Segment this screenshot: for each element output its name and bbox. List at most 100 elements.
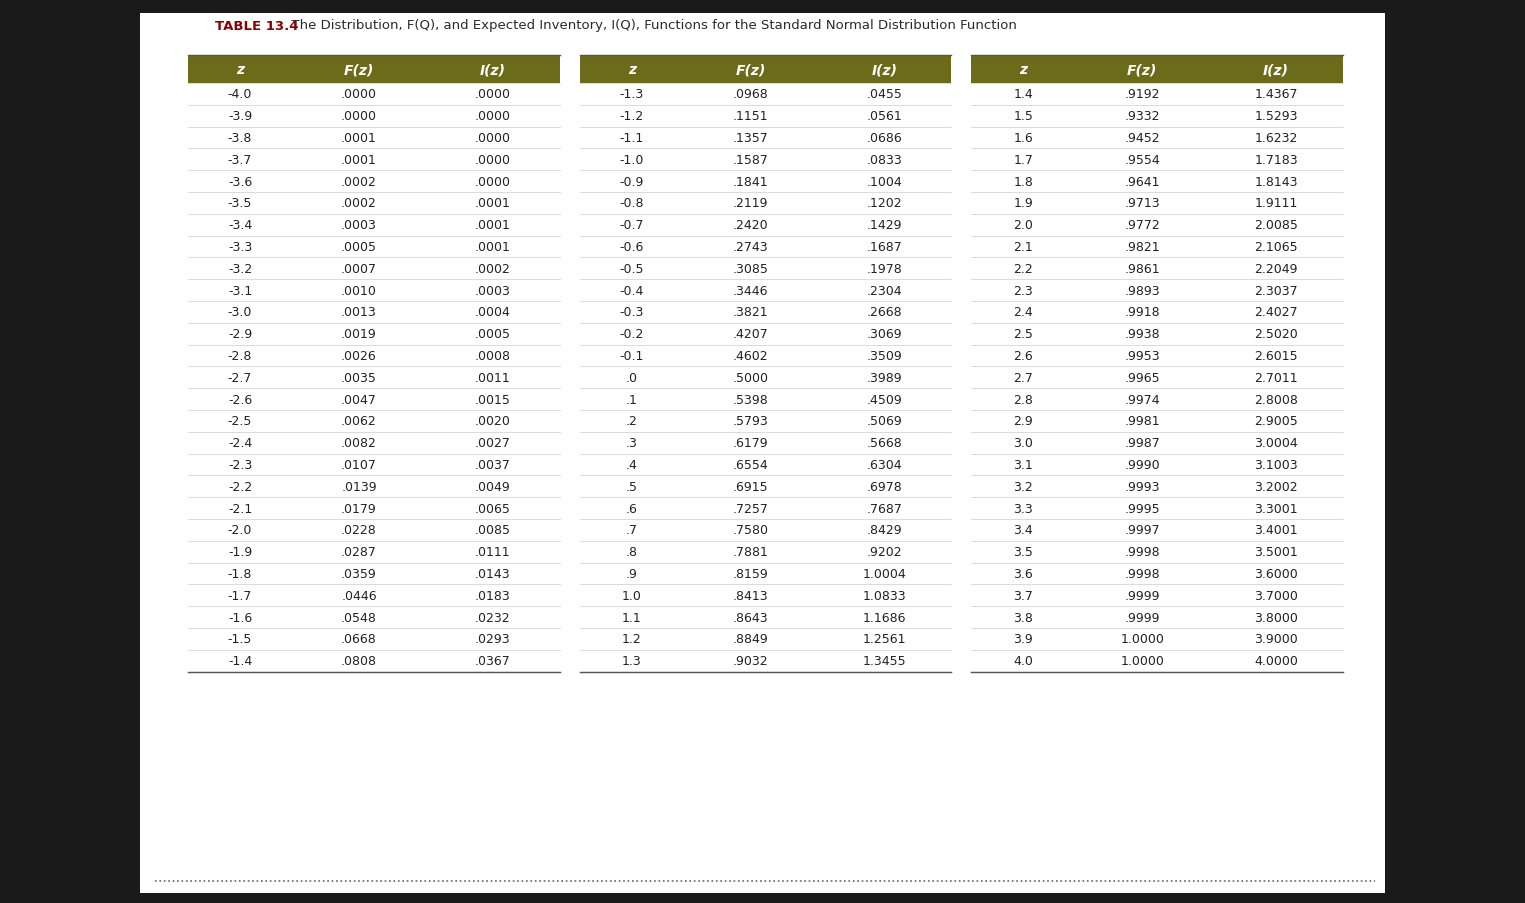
Text: .0007: .0007 <box>342 263 377 275</box>
Text: .0359: .0359 <box>342 567 377 581</box>
Text: -1.3: -1.3 <box>619 88 644 101</box>
Text: 3.0004: 3.0004 <box>1254 437 1298 450</box>
Text: .9999: .9999 <box>1124 589 1161 602</box>
Text: .5069: .5069 <box>866 415 903 428</box>
Text: 1.8: 1.8 <box>1014 175 1034 189</box>
Text: .0085: .0085 <box>474 524 511 536</box>
Text: 3.7000: 3.7000 <box>1254 589 1298 602</box>
Text: -2.5: -2.5 <box>227 415 252 428</box>
Text: .3: .3 <box>625 437 637 450</box>
Text: .4602: .4602 <box>734 349 769 363</box>
Text: .8849: .8849 <box>732 633 769 646</box>
Text: .7: .7 <box>625 524 637 536</box>
Text: 3.9000: 3.9000 <box>1254 633 1298 646</box>
Text: 1.1: 1.1 <box>622 611 642 624</box>
Text: .0367: .0367 <box>474 655 511 667</box>
Text: .6: .6 <box>625 502 637 515</box>
Text: .7257: .7257 <box>732 502 769 515</box>
Text: .9861: .9861 <box>1124 263 1161 275</box>
Text: .2: .2 <box>625 415 637 428</box>
Text: 1.5: 1.5 <box>1014 110 1034 123</box>
Text: 2.7: 2.7 <box>1014 371 1034 385</box>
Text: 2.2: 2.2 <box>1014 263 1034 275</box>
Text: .5398: .5398 <box>732 393 769 406</box>
Text: .0833: .0833 <box>866 154 903 167</box>
Text: -2.8: -2.8 <box>227 349 252 363</box>
Text: .0019: .0019 <box>342 328 377 340</box>
Text: .0139: .0139 <box>342 480 377 493</box>
Text: .0082: .0082 <box>342 437 377 450</box>
Text: .9893: .9893 <box>1124 284 1161 297</box>
Text: .9953: .9953 <box>1124 349 1161 363</box>
Text: 3.2002: 3.2002 <box>1254 480 1298 493</box>
Text: -0.6: -0.6 <box>619 241 644 254</box>
Text: -1.9: -1.9 <box>227 545 252 559</box>
Text: -3.6: -3.6 <box>227 175 252 189</box>
Text: -3.4: -3.4 <box>227 219 252 232</box>
Text: 1.0000: 1.0000 <box>1121 633 1164 646</box>
Text: .0020: .0020 <box>474 415 511 428</box>
Text: -3.3: -3.3 <box>227 241 252 254</box>
Text: -2.4: -2.4 <box>227 437 252 450</box>
Text: 3.5: 3.5 <box>1014 545 1034 559</box>
Text: -0.3: -0.3 <box>619 306 644 319</box>
Text: .1004: .1004 <box>866 175 903 189</box>
Text: 3.9: 3.9 <box>1014 633 1034 646</box>
Text: 4.0: 4.0 <box>1014 655 1034 667</box>
Text: 2.1065: 2.1065 <box>1254 241 1298 254</box>
Text: -3.9: -3.9 <box>227 110 252 123</box>
Text: -1.5: -1.5 <box>227 633 252 646</box>
Text: .9641: .9641 <box>1124 175 1161 189</box>
Text: -3.2: -3.2 <box>227 263 252 275</box>
Text: 2.7011: 2.7011 <box>1254 371 1298 385</box>
Text: .8159: .8159 <box>732 567 769 581</box>
Text: .9999: .9999 <box>1124 611 1161 624</box>
Text: .0005: .0005 <box>474 328 511 340</box>
Text: 2.8: 2.8 <box>1014 393 1034 406</box>
FancyBboxPatch shape <box>971 56 1344 84</box>
FancyBboxPatch shape <box>188 56 560 84</box>
Text: 3.8: 3.8 <box>1014 611 1034 624</box>
Text: .9998: .9998 <box>1124 545 1161 559</box>
Text: .0561: .0561 <box>866 110 903 123</box>
Text: F(z): F(z) <box>1127 63 1157 77</box>
Text: 1.4: 1.4 <box>1014 88 1034 101</box>
Text: .9938: .9938 <box>1124 328 1161 340</box>
Text: .1687: .1687 <box>866 241 903 254</box>
Text: .0143: .0143 <box>474 567 511 581</box>
Text: .4207: .4207 <box>732 328 769 340</box>
Text: 2.8008: 2.8008 <box>1254 393 1298 406</box>
Text: 2.2049: 2.2049 <box>1255 263 1298 275</box>
FancyBboxPatch shape <box>140 14 1385 893</box>
Text: F(z): F(z) <box>735 63 766 77</box>
Text: .0037: .0037 <box>474 459 511 471</box>
Text: 1.0000: 1.0000 <box>1121 655 1164 667</box>
Text: -1.6: -1.6 <box>227 611 252 624</box>
Text: 1.3: 1.3 <box>622 655 642 667</box>
Text: 2.9: 2.9 <box>1014 415 1034 428</box>
Text: -4.0: -4.0 <box>227 88 252 101</box>
Text: 2.0: 2.0 <box>1014 219 1034 232</box>
Text: z: z <box>236 63 244 77</box>
Text: .0228: .0228 <box>342 524 377 536</box>
Text: .0002: .0002 <box>474 263 511 275</box>
Text: .0686: .0686 <box>866 132 903 144</box>
Text: .0008: .0008 <box>474 349 511 363</box>
Text: .8: .8 <box>625 545 637 559</box>
Text: 1.0: 1.0 <box>622 589 642 602</box>
Text: .9997: .9997 <box>1124 524 1161 536</box>
Text: .0026: .0026 <box>342 349 377 363</box>
Text: 4.0000: 4.0000 <box>1254 655 1298 667</box>
Text: 3.7: 3.7 <box>1014 589 1034 602</box>
Text: .3085: .3085 <box>732 263 769 275</box>
Text: -1.8: -1.8 <box>227 567 252 581</box>
Text: 1.9111: 1.9111 <box>1255 197 1298 210</box>
Text: .0183: .0183 <box>474 589 511 602</box>
Text: 2.3037: 2.3037 <box>1254 284 1298 297</box>
Text: .0002: .0002 <box>342 197 377 210</box>
Text: .9772: .9772 <box>1124 219 1161 232</box>
Text: .9452: .9452 <box>1124 132 1161 144</box>
Text: .9554: .9554 <box>1124 154 1161 167</box>
Text: I(z): I(z) <box>480 63 506 77</box>
Text: -2.1: -2.1 <box>227 502 252 515</box>
